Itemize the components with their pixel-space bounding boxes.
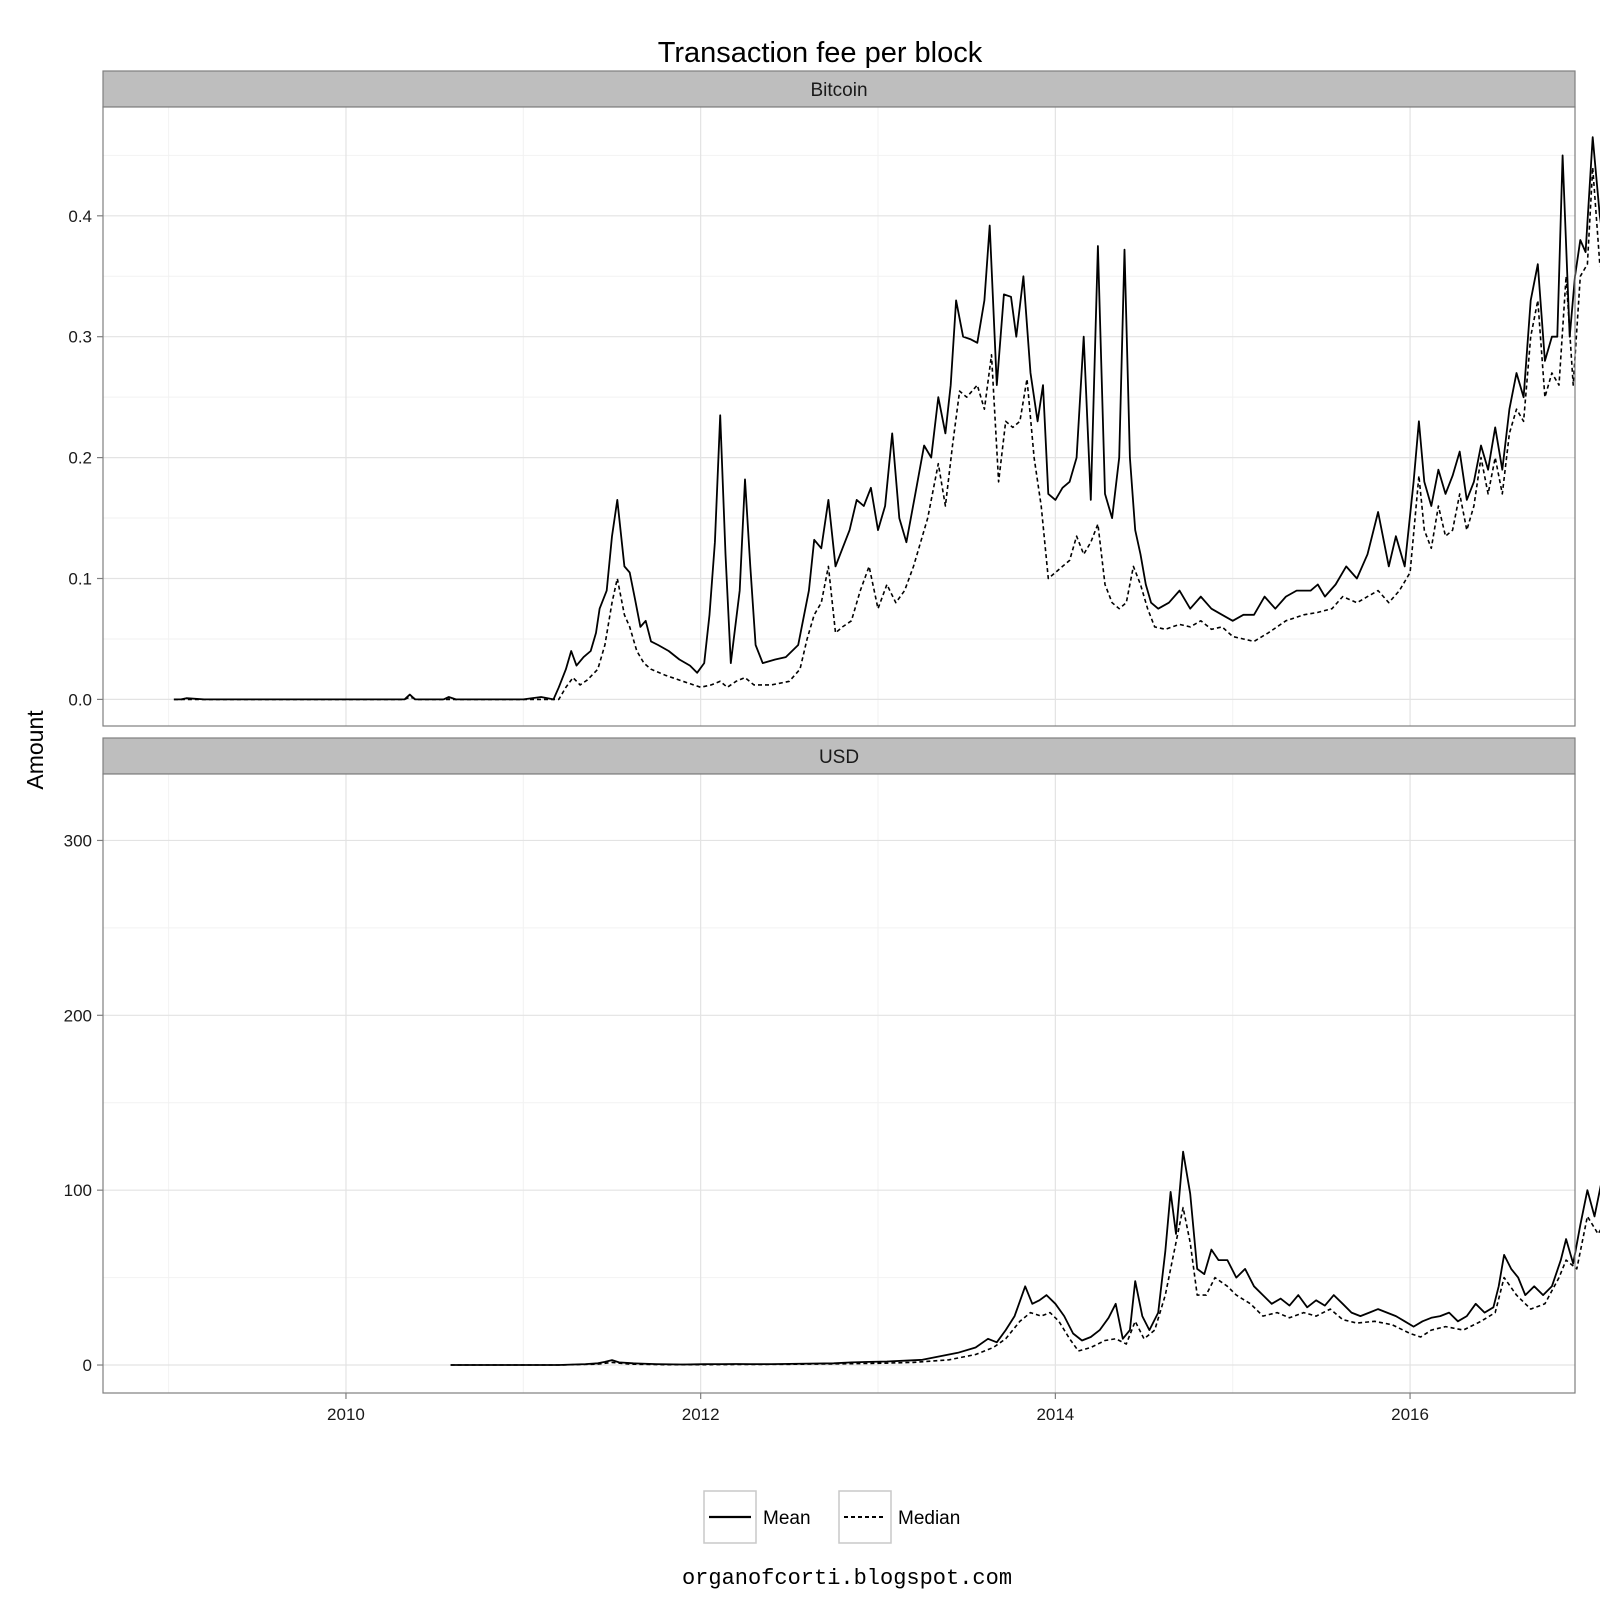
series-line-median (450, 1206, 1600, 1366)
y-tick-label: 0.3 (68, 328, 92, 347)
strip-usd-background (102, 737, 1576, 775)
y-tick-label: 100 (64, 1181, 92, 1200)
plot-border-bitcoin (102, 106, 1576, 727)
y-tick-label: 0.4 (68, 207, 92, 226)
x-tick-label: 2014 (1036, 1405, 1074, 1424)
legend-label-median: Median (898, 1508, 960, 1529)
y-tick-label: 200 (64, 1006, 92, 1025)
plot-area-usd (103, 774, 1575, 1393)
gridlines-usd (103, 774, 1575, 1393)
series-usd (450, 1150, 1600, 1366)
y-tick-label: 0 (83, 1356, 92, 1375)
x-tick-label: 2010 (327, 1405, 365, 1424)
chart-title: Transaction fee per block (658, 37, 983, 69)
y-tick-label: 300 (64, 831, 92, 850)
y-tick-label: 0.1 (68, 570, 92, 589)
y-tick-label: 0.2 (68, 449, 92, 468)
strip-label-bitcoin: Bitcoin (810, 80, 867, 101)
y-axis-bitcoin: 0.0 0.1 0.2 0.3 0.4 (68, 207, 103, 709)
series-line-mean (450, 1150, 1600, 1366)
legend-item-median: Median (838, 1490, 960, 1544)
caption-source: organofcorti.blogspot.com (682, 1566, 1012, 1591)
legend-item-mean: Mean (703, 1490, 811, 1544)
y-axis-usd: 0 100 200 300 (64, 831, 103, 1375)
strip-label-usd: USD (819, 747, 859, 768)
plot-border-usd (102, 773, 1576, 1394)
plot-area-bitcoin (103, 107, 1575, 726)
panel-usd: USD 0 100 200 300 (64, 737, 1600, 1394)
series-line-mean (173, 136, 1600, 701)
legend: Mean Median (703, 1490, 960, 1544)
x-axis: 2010 2012 2014 2016 (327, 1393, 1429, 1424)
x-tick-label: 2016 (1391, 1405, 1429, 1424)
y-tick-label: 0.0 (68, 690, 92, 709)
series-line-median (173, 166, 1600, 701)
strip-bitcoin-background (102, 70, 1576, 108)
x-tick-label: 2012 (682, 1405, 720, 1424)
legend-label-mean: Mean (763, 1508, 811, 1529)
y-axis-label: Amount (22, 710, 48, 790)
panel-bitcoin: Bitcoin 0.0 0.1 0.2 0.3 0.4 (68, 70, 1600, 727)
series-bitcoin (173, 136, 1600, 701)
